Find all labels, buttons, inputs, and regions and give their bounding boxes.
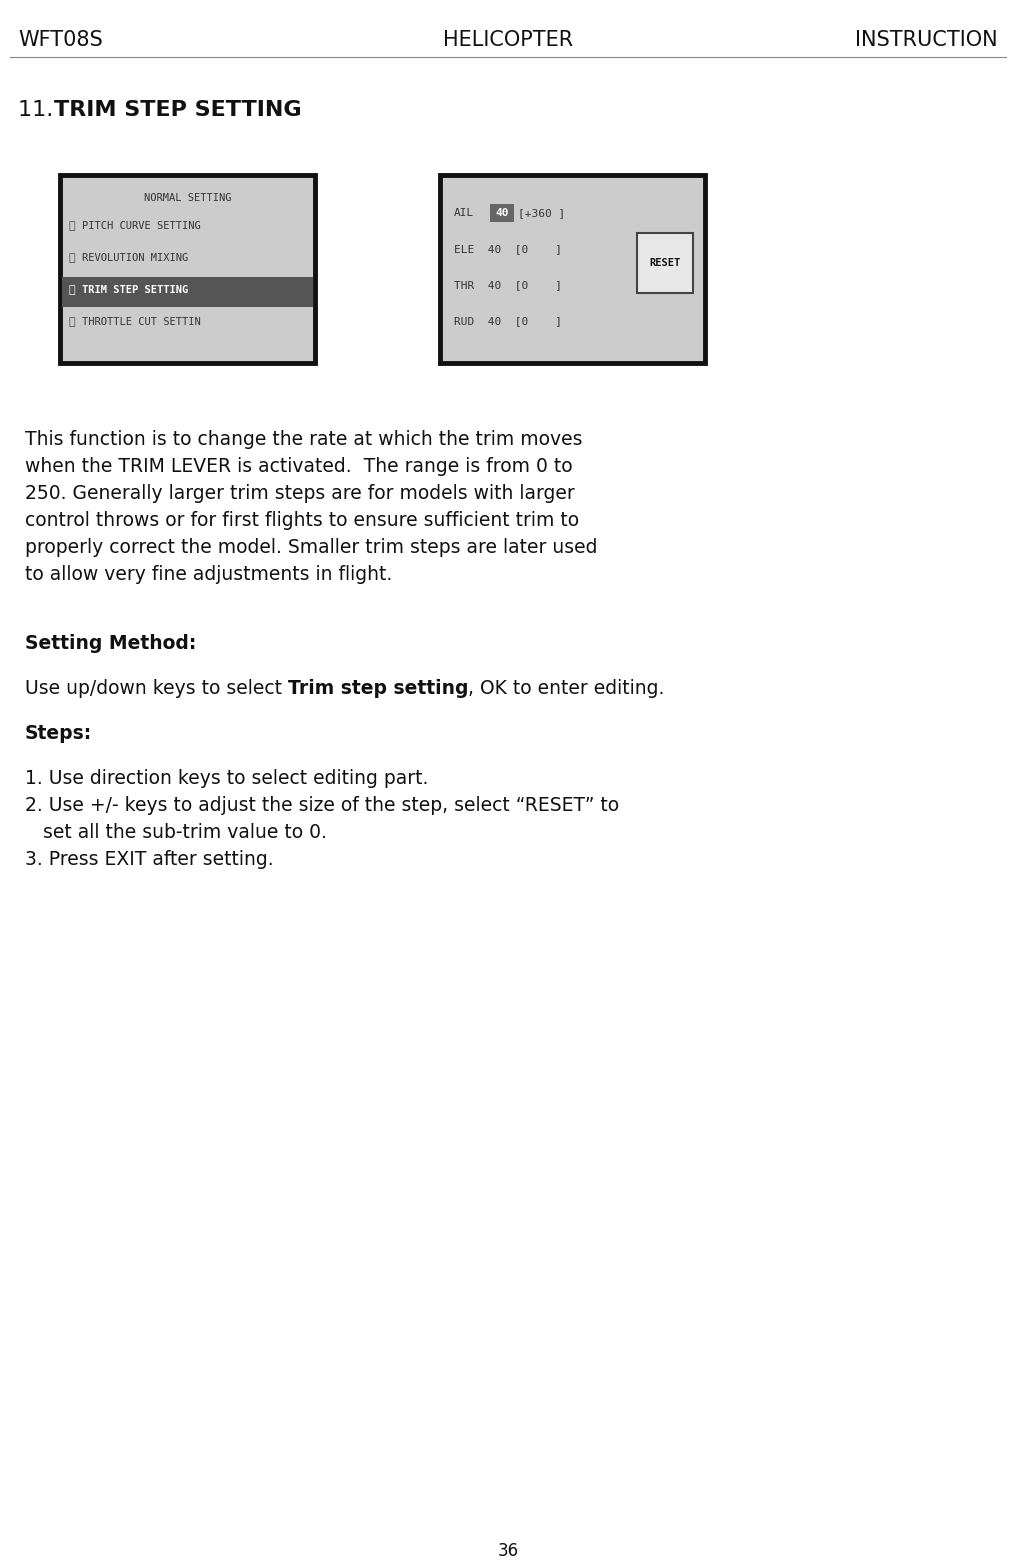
Text: ELE  40  [0    ]: ELE 40 [0 ]	[454, 245, 562, 254]
Bar	[637, 234, 693, 293]
Text: properly correct the model. Smaller trim steps are later used: properly correct the model. Smaller trim…	[25, 538, 597, 557]
Text: WFT08S: WFT08S	[18, 30, 103, 50]
Text: 40: 40	[495, 209, 509, 218]
Text: AIL: AIL	[454, 209, 474, 218]
Text: , OK to enter editing.: , OK to enter editing.	[468, 679, 664, 698]
Text: RESET: RESET	[649, 259, 681, 268]
Text: 250. Generally larger trim steps are for models with larger: 250. Generally larger trim steps are for…	[25, 485, 575, 503]
Text: 11.: 11.	[18, 100, 60, 121]
Text: INSTRUCTION: INSTRUCTION	[855, 30, 998, 50]
Text: ⓙ: ⓙ	[69, 221, 75, 230]
Text: RUD  40  [0    ]: RUD 40 [0 ]	[454, 317, 562, 326]
Text: ⓜ: ⓜ	[69, 285, 75, 295]
Text: when the TRIM LEVER is activated.  The range is from 0 to: when the TRIM LEVER is activated. The ra…	[25, 456, 573, 477]
Text: Use up/down keys to select: Use up/down keys to select	[25, 679, 288, 698]
Bar	[62, 278, 313, 307]
Text: TRIM STEP SETTING: TRIM STEP SETTING	[82, 285, 188, 295]
Text: 1. Use direction keys to select editing part.: 1. Use direction keys to select editing …	[25, 768, 429, 789]
Text: control throws or for first flights to ensure sufficient trim to: control throws or for first flights to e…	[25, 511, 579, 530]
Text: to allow very fine adjustments in flight.: to allow very fine adjustments in flight…	[25, 564, 392, 583]
Text: 3. Press EXIT after setting.: 3. Press EXIT after setting.	[25, 850, 273, 869]
Text: NORMAL SETTING: NORMAL SETTING	[143, 193, 232, 202]
Text: 2. Use +/- keys to adjust the size of the step, select “RESET” to: 2. Use +/- keys to adjust the size of th…	[25, 797, 619, 815]
Text: Steps:: Steps:	[25, 724, 92, 743]
Text: This function is to change the rate at which the trim moves: This function is to change the rate at w…	[25, 430, 582, 448]
Text: PITCH CURVE SETTING: PITCH CURVE SETTING	[82, 221, 201, 230]
Bar	[60, 176, 315, 364]
Text: ⓡ: ⓡ	[69, 252, 75, 263]
Text: THROTTLE CUT SETTIN: THROTTLE CUT SETTIN	[82, 317, 201, 328]
Text: TRIM STEP SETTING: TRIM STEP SETTING	[54, 100, 302, 121]
Text: ⓡ: ⓡ	[69, 317, 75, 328]
Text: 36: 36	[498, 1541, 518, 1560]
Text: THR  40  [0    ]: THR 40 [0 ]	[454, 281, 562, 290]
Text: set all the sub-trim value to 0.: set all the sub-trim value to 0.	[25, 823, 327, 842]
Bar	[440, 176, 705, 364]
Text: HELICOPTER: HELICOPTER	[443, 30, 573, 50]
Bar	[490, 204, 514, 223]
Text: REVOLUTION MIXING: REVOLUTION MIXING	[82, 252, 188, 263]
Text: Setting Method:: Setting Method:	[25, 633, 196, 652]
Text: [+360 ]: [+360 ]	[518, 209, 565, 218]
Text: Trim step setting: Trim step setting	[288, 679, 468, 698]
